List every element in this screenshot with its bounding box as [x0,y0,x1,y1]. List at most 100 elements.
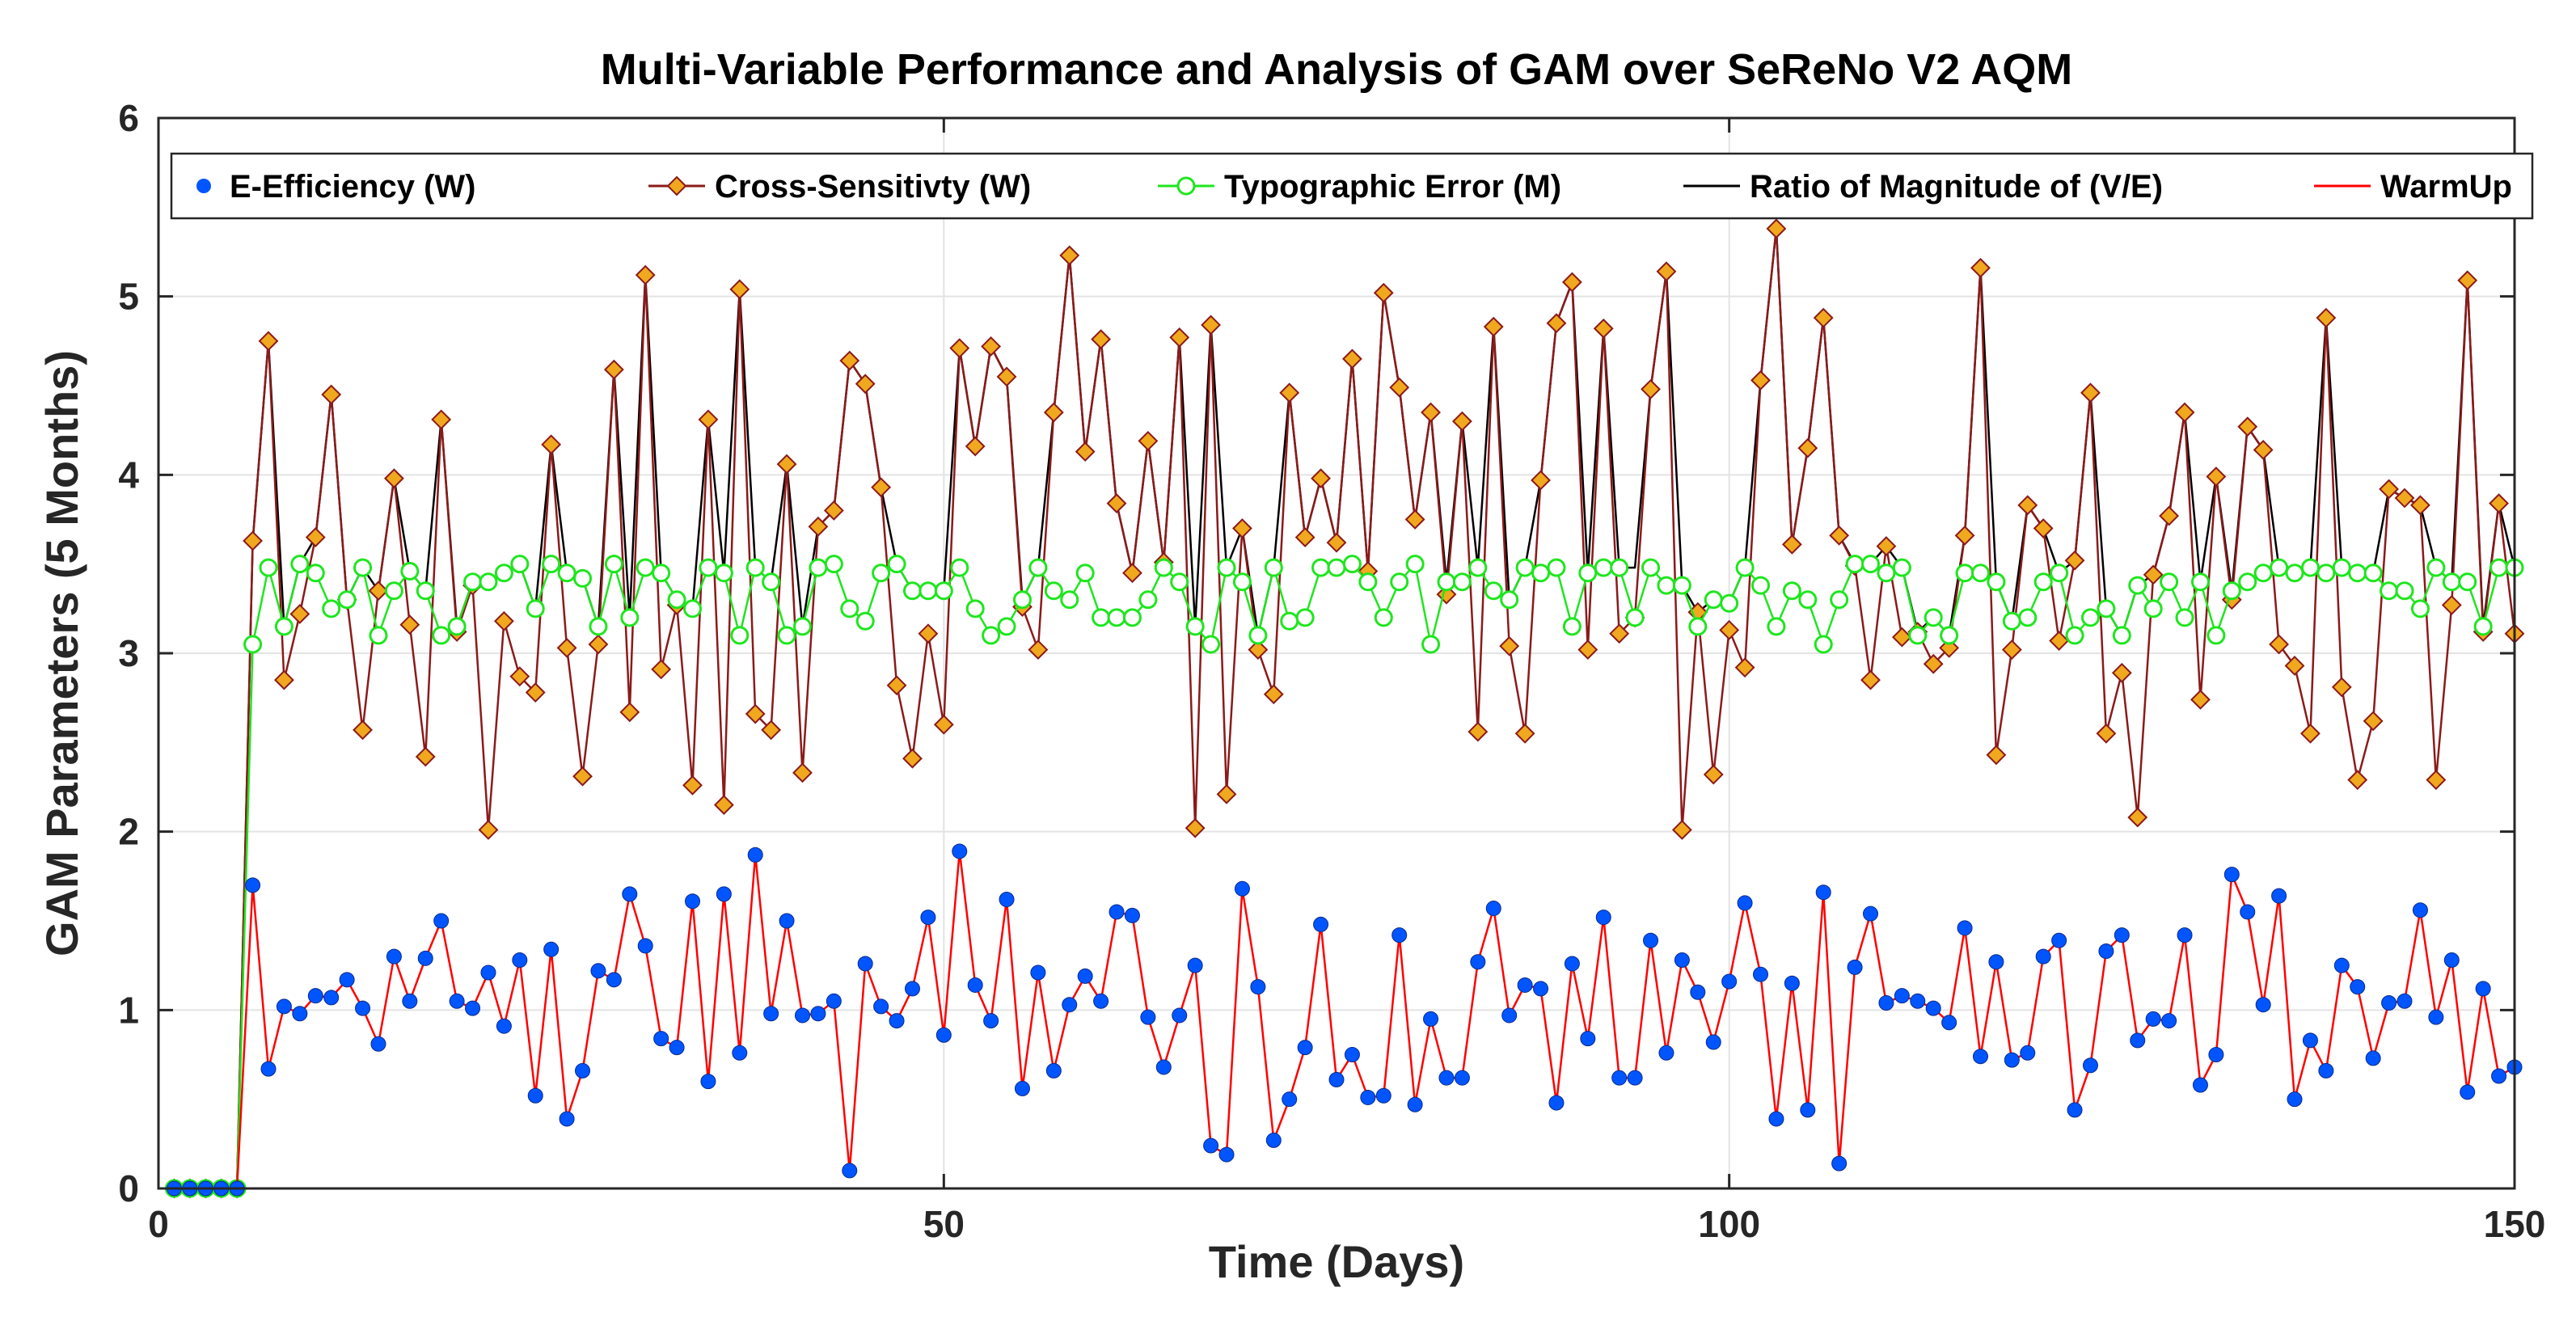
legend-label: Cross-Sensitivty (W) [715,169,1031,205]
data-point [714,564,733,583]
data-point [2379,479,2400,500]
data-point [2223,867,2240,883]
data-point [2004,1052,2020,1068]
data-point [1734,657,1755,678]
data-point [637,938,653,954]
legend-marker [666,175,687,196]
data-point [1704,590,1723,610]
data-point [1062,997,1078,1013]
data-point [2395,581,2414,601]
data-point [904,981,920,997]
data-point [653,1031,669,1047]
data-point [307,988,323,1004]
data-point [1263,684,1284,705]
legend-label: Typographic Error (M) [1224,169,1561,205]
data-point [1737,895,1753,911]
data-point [1577,640,1598,661]
data-point [1313,916,1329,932]
data-point [355,1000,371,1016]
data-point [2127,807,2148,828]
data-point [1941,1015,1957,1031]
data-point [776,454,797,475]
data-point [1923,653,1944,674]
data-point [321,384,342,405]
data-point [2001,640,2022,661]
data-point [604,555,623,574]
data-point [339,972,355,988]
data-point [1421,635,1441,654]
data-point [1107,608,1126,627]
data-point [1564,956,1580,972]
data-point [1501,1007,1518,1024]
data-point [1611,1070,1628,1086]
data-point [2347,770,2368,791]
legend-label: Ratio of Magnitude of (V/E) [1750,169,2163,205]
data-point [1861,555,1881,574]
series-0 [166,843,2523,1197]
data-point [1705,1034,1721,1050]
data-point [557,564,576,583]
data-point [479,572,498,592]
data-point [1831,1155,1848,1171]
data-point [2111,662,2132,683]
data-point [274,617,293,636]
legend-label: E-Efficiency (W) [230,169,475,205]
data-point [2065,626,2084,645]
data-point [1767,617,1786,636]
data-point [1185,817,1206,838]
data-point [2145,1011,2161,1027]
data-point [2112,626,2131,645]
data-point [1735,558,1755,577]
data-point [1327,558,1346,577]
data-point [716,886,732,902]
data-point [276,998,292,1015]
data-point [732,1045,748,1061]
data-point [2271,888,2287,904]
data-point [1580,1031,1596,1047]
data-point [258,331,279,352]
data-point [1957,920,1973,936]
data-point [2206,466,2227,487]
data-point [1514,723,1535,744]
data-point [619,702,640,723]
data-point [920,910,936,926]
data-point [2130,1032,2146,1049]
data-point [1404,509,1425,530]
data-point [1138,430,1159,451]
data-point [1389,377,1410,398]
data-point [526,599,545,618]
data-point [777,626,796,645]
data-point [949,338,970,359]
data-point [1517,977,1533,993]
data-point [306,564,325,583]
data-point [480,965,496,981]
data-point [652,564,671,583]
data-point [950,558,969,577]
data-point [1987,572,2006,592]
data-point [1625,608,1645,627]
data-point [1280,611,1299,631]
data-point [855,374,876,395]
data-point [1594,558,1613,577]
data-point [1753,966,1769,982]
data-point [1075,564,1095,583]
data-point [1077,968,1093,984]
data-point [1373,282,1394,303]
data-point [1297,1040,1313,1056]
data-point [1561,272,1582,293]
data-point [1656,261,1677,282]
data-point [383,468,404,489]
legend: E-Efficiency (W) Cross-Sensitivty (W) Typo… [170,152,2534,220]
data-point [2348,564,2367,583]
data-point [999,892,1015,908]
x-tick-label: 50 [923,1203,965,1245]
legend-marker [1176,176,1196,196]
data-point [872,564,891,583]
data-point [1721,973,1738,990]
data-point [1390,572,1409,592]
data-point [575,1062,591,1079]
series-2 [164,555,2524,1198]
data-point [873,998,889,1015]
data-point [1264,558,1283,577]
data-point [1798,590,1818,610]
